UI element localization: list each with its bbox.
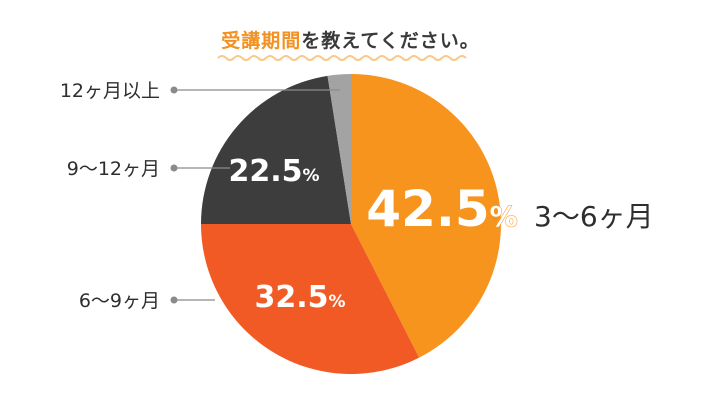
- pie-slice-3: [201, 75, 351, 225]
- chart-title-highlight: 受講期間: [221, 30, 302, 52]
- title-wavy-underline: [217, 55, 467, 61]
- leader-lines: [170, 86, 340, 304]
- slice-1-percent-label: 42.5%: [366, 180, 517, 238]
- slice-3-percent-label: 22.5%: [228, 154, 319, 189]
- slice-3-category-label: 9〜12ヶ月: [67, 158, 160, 180]
- slice-1-category-label: 3〜6ヶ月: [534, 200, 654, 233]
- pie-slice-1: [351, 74, 501, 358]
- chart-title: 受講期間を教えてください。: [0, 26, 701, 53]
- slice-2-category-label: 6〜9ヶ月: [79, 290, 160, 312]
- slice-4-category-label: 12ヶ月以上: [60, 80, 160, 102]
- slice-labels: 42.5% 3〜6ヶ月 32.5% 22.5% 12ヶ月以上 9〜12ヶ月 6〜9ヶ月: [60, 80, 654, 315]
- chart-title-rest: を教えてください。: [301, 30, 480, 52]
- pie-slice-2: [201, 224, 420, 374]
- slice-2-percent-label: 32.5%: [254, 280, 345, 315]
- pie-slices: [201, 74, 501, 374]
- pie-slice-4: [327, 74, 351, 224]
